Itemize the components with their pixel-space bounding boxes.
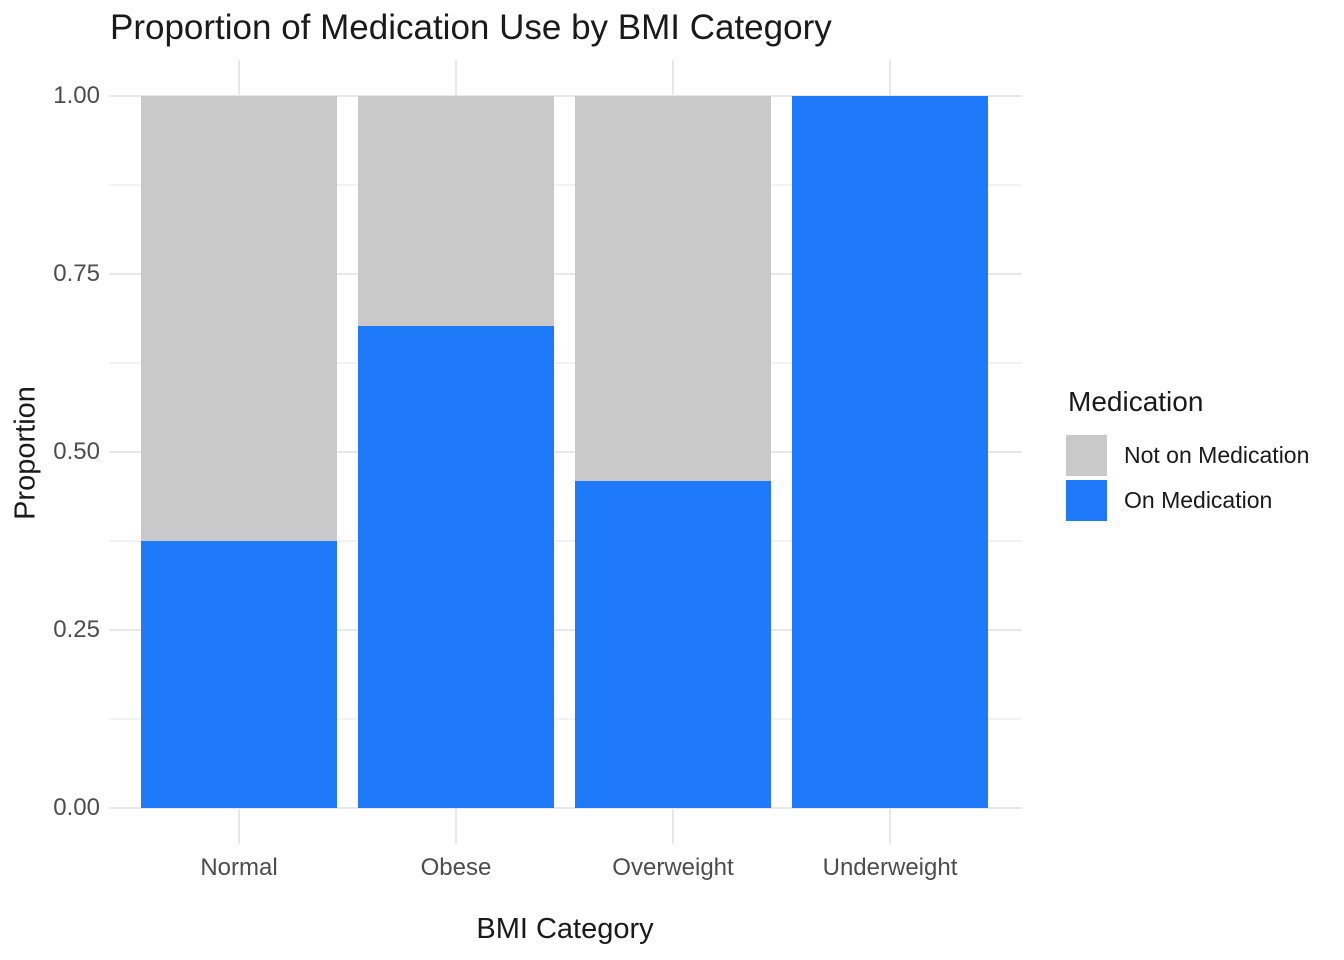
bar-segment-not-on-medication	[358, 96, 554, 326]
bar-segment-not-on-medication	[141, 96, 337, 541]
legend-title: Medication	[1068, 386, 1204, 417]
legend-items: Not on Medication On Medication	[1066, 435, 1309, 521]
bar-segment-on-medication	[792, 96, 988, 808]
legend-item: Not on Medication	[1066, 435, 1309, 476]
gridline-major	[109, 451, 1022, 453]
x-tick-label: Normal	[200, 854, 278, 881]
gridline-major	[109, 95, 1022, 97]
legend-swatch	[1066, 480, 1107, 521]
x-axis-title: BMI Category	[476, 913, 654, 945]
gridline-minor	[109, 718, 1022, 720]
gridline-minor	[109, 540, 1022, 542]
y-axis-title: Proportion	[9, 386, 42, 520]
legend-item: On Medication	[1066, 480, 1309, 521]
x-tick-label: Overweight	[612, 854, 734, 881]
plot-panel	[109, 60, 1022, 844]
y-tick-label: 0.75	[53, 260, 100, 287]
bar-segment-not-on-medication	[575, 96, 771, 482]
y-tick-label: 1.00	[53, 82, 100, 109]
legend-item-label: Not on Medication	[1124, 442, 1310, 468]
legend: Medication Not on Medication On Medicatio…	[1066, 386, 1309, 525]
gridline-major	[109, 807, 1022, 809]
chart-title: Proportion of Medication Use by BMI Cate…	[110, 8, 832, 47]
y-tick-label: 0.25	[53, 616, 100, 643]
x-tick-label: Obese	[420, 854, 492, 881]
y-tick-label: 0.50	[53, 438, 100, 465]
gridline-minor	[109, 362, 1022, 364]
legend-item-label: On Medication	[1124, 487, 1273, 513]
gridline-minor	[109, 184, 1022, 186]
gridline-major	[109, 629, 1022, 631]
x-tick-label: Underweight	[822, 854, 958, 881]
bar-segment-on-medication	[575, 481, 771, 808]
bar-segment-on-medication	[141, 541, 337, 808]
bar-segment-on-medication	[358, 325, 554, 808]
y-tick-label: 0.00	[53, 794, 100, 821]
gridline-major	[109, 273, 1022, 275]
legend-swatch	[1066, 435, 1107, 476]
